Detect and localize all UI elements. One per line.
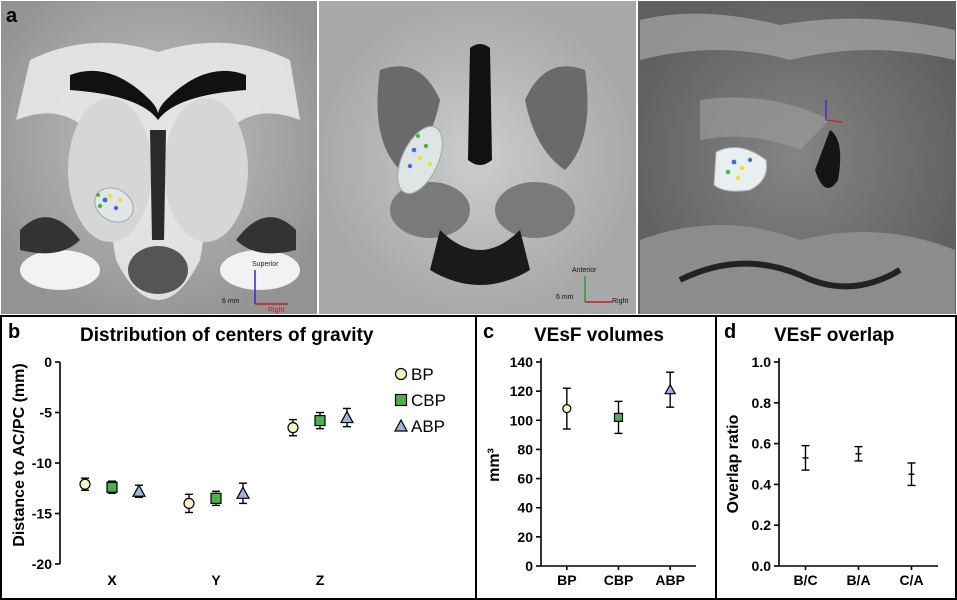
chart-c-point-bp (562, 404, 572, 414)
chart-b-y-tick-label: 0 (44, 354, 52, 370)
chart-b-y-tick-label: -5 (40, 405, 53, 421)
chart-c-point-abp (664, 383, 677, 395)
chart-d-x-tick-label: C/A (899, 572, 923, 588)
chart-b-x-tick-label: X (107, 572, 117, 588)
chart-d-axes (774, 358, 938, 570)
chart-b-axes (55, 361, 61, 565)
panel-label-b: b (8, 321, 20, 343)
chart-c-y-tick-label: 0 (525, 558, 533, 574)
chart-d-y-tick-label: 1.0 (752, 354, 772, 370)
chart-c-x-tick-label: ABP (655, 572, 685, 588)
chart-c-marks (562, 371, 677, 435)
axial-scale-label: 6 mm (556, 294, 574, 301)
chart-c-x-tick-label: CBP (604, 572, 634, 588)
chart-b-y-tick-label: -15 (32, 506, 52, 522)
chart-c-y-tick-label: 20 (517, 529, 533, 545)
panel-label-d: d (724, 321, 736, 343)
mri-coronal-image: Superior Right 6 mm a (1, 1, 317, 314)
chart-b-legend: BP CBP ABP (393, 365, 446, 436)
chart-c-y-tick-label: 120 (510, 383, 534, 399)
coronal-orientation-label: Superior (252, 261, 279, 268)
chart-b-point-cbp (314, 414, 326, 427)
chart-b-point-abp (131, 484, 147, 497)
chart-b-point-bp (79, 478, 91, 490)
chart-b-y-tick-label: -20 (32, 556, 52, 572)
panel-d-border (715, 315, 957, 600)
legend-marker-cbp (394, 393, 408, 407)
chart-b-marks (79, 407, 355, 514)
chart-c-y-tick-label: 140 (510, 354, 534, 370)
chart-c-y-tick-label: 40 (517, 500, 533, 516)
chart-b-ylabel: Distance to AC/PC (mm) (11, 363, 28, 546)
chart-c-x-tick-label: BP (557, 572, 576, 588)
legend-label-bp: BP (411, 365, 434, 384)
chart-c-y-tick-label: 60 (517, 471, 533, 487)
chart-b-x-tick-label: Z (316, 572, 325, 588)
chart-c-point-cbp (613, 412, 624, 422)
chart-b-point-abp (235, 486, 251, 499)
chart-b-point-abp (339, 410, 355, 424)
panel-c: c VEsF volumes mm³ 0 20 40 60 80 100 120 140 BP C… (483, 321, 696, 588)
chart-b-title: Distribution of centers of gravity (80, 325, 374, 346)
chart-d-ticks: 0.0 0.2 0.4 0.6 0.8 1.0 B/C B/A C/A (752, 354, 924, 588)
chart-c-axes (536, 358, 696, 570)
chart-c-ticks: 0 20 40 60 80 100 120 140 BP CBP ABP (510, 354, 685, 588)
chart-b-x-tick-label: Y (211, 572, 221, 588)
coronal-direction-label: Right (268, 307, 284, 314)
panel-label-c: c (483, 321, 494, 343)
legend-marker-bp (394, 367, 408, 381)
chart-d-y-tick-label: 0.8 (752, 395, 772, 411)
chart-d-ylabel: Overlap ratio (725, 414, 742, 513)
chart-d-y-tick-label: 0.6 (752, 436, 772, 452)
chart-c-y-tick-label: 80 (517, 441, 533, 457)
chart-b-point-cbp (106, 481, 118, 493)
axial-direction-label: Right (612, 298, 628, 305)
axial-orientation-label: Anterior (572, 267, 597, 274)
mri-sagittal-image (638, 1, 956, 314)
chart-b-point-bp (183, 497, 195, 509)
legend-label-cbp: CBP (411, 391, 446, 410)
chart-b-point-bp (287, 422, 299, 434)
legend-label-abp: ABP (411, 417, 445, 436)
coronal-scale-label: 6 mm (222, 298, 240, 305)
chart-d-x-tick-label: B/A (846, 572, 870, 588)
panel-a: Superior Right 6 mm a Anterior Right 6 m… (1, 1, 956, 314)
chart-b-ticks: 0 -5 -10 -15 -20 X Y Z (32, 354, 325, 588)
panel-label-a: a (6, 5, 18, 27)
mri-axial-image: Anterior Right 6 mm (319, 1, 636, 314)
chart-d-title: VEsF overlap (774, 325, 894, 346)
chart-d-y-tick-label: 0.4 (752, 476, 772, 492)
panel-d: d VEsF overlap Overlap ratio 0.00.20.40.… (724, 321, 938, 588)
panel-b: b Distribution of centers of gravity Dis… (8, 321, 446, 588)
chart-c-y-tick-label: 100 (510, 412, 534, 428)
chart-b-y-tick-label: -10 (32, 455, 52, 471)
chart-d-x-tick-label: B/C (793, 572, 817, 588)
chart-b-point-cbp (210, 492, 222, 504)
panel-b-border (0, 315, 477, 600)
chart-d-marks (801, 444, 916, 487)
legend-marker-abp (393, 418, 409, 432)
chart-d-y-tick-label: 0.0 (752, 558, 772, 574)
chart-c-title: VEsF volumes (534, 325, 664, 346)
chart-d-y-tick-label: 0.2 (752, 517, 772, 533)
chart-c-ylabel: mm³ (486, 448, 503, 482)
